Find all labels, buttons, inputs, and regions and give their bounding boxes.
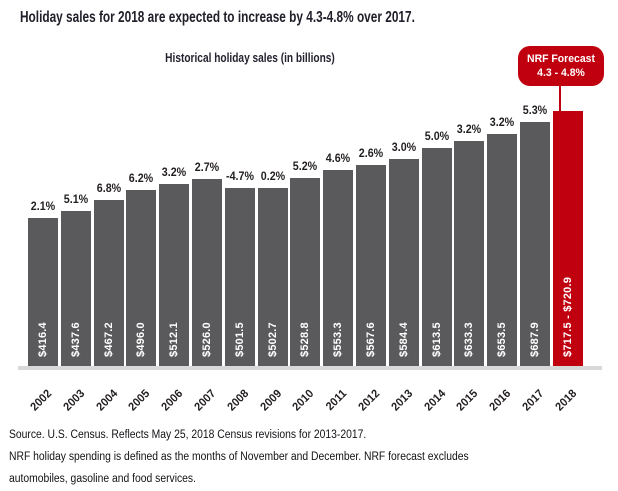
bar-2009: $502.7 [258, 188, 288, 366]
bar-value-label: $437.6 [70, 322, 82, 357]
pct-change-label: 5.0% [424, 131, 450, 143]
year-label-2007: 2007 [192, 387, 219, 414]
pct-change-label: 2.1% [30, 201, 56, 213]
pct-change-label: 3.2% [161, 167, 187, 179]
nrf-forecast-badge-line1: NRF Forecast [527, 53, 595, 65]
bar-2016: $653.5 [487, 134, 517, 366]
footnote-line-1: NRF holiday spending is defined as the m… [9, 451, 469, 463]
bar-2014: $613.5 [422, 148, 452, 366]
x-axis-baseline [18, 366, 602, 370]
pct-change-label: 3.2% [456, 124, 482, 136]
pct-change-label: 5.3% [522, 105, 548, 117]
bar-2011: $553.3 [323, 170, 353, 366]
bar-value-label: $526.0 [201, 322, 213, 357]
bar-value-label: $567.6 [365, 322, 377, 357]
bar-value-label: $584.4 [398, 322, 410, 357]
year-label-2005: 2005 [126, 387, 153, 414]
year-label-2010: 2010 [290, 387, 317, 414]
bar-value-label: $502.7 [267, 322, 279, 357]
bar-2003: $437.6 [61, 211, 91, 366]
bar-value-label: $613.5 [431, 322, 443, 357]
bar-2012: $567.6 [356, 165, 386, 366]
bar-value-label: $501.5 [234, 322, 246, 357]
source-note: Source. U.S. Census. Reflects May 25, 20… [9, 429, 367, 441]
year-label-2013: 2013 [389, 387, 416, 414]
pct-change-label: 3.0% [391, 142, 417, 154]
bar-value-label: $512.1 [168, 322, 180, 357]
pct-change-label: 2.6% [358, 148, 384, 160]
year-label-2012: 2012 [356, 387, 383, 414]
pct-change-label: 5.2% [292, 161, 318, 173]
bar-2005: $496.0 [126, 190, 156, 366]
bar-2007: $526.0 [192, 179, 222, 366]
bar-value-label: $416.4 [37, 322, 49, 357]
pct-change-label: 0.2% [260, 171, 286, 183]
bar-value-label: $717.5 - $720.9 [562, 276, 574, 357]
year-label-2018: 2018 [553, 387, 580, 414]
footnote-line-2: automobiles, gasoline and food services. [9, 473, 196, 485]
bar-2013: $584.4 [389, 159, 419, 366]
pct-change-label: 4.6% [325, 153, 351, 165]
bar-2004: $467.2 [94, 200, 124, 366]
year-label-2017: 2017 [520, 387, 547, 414]
nrf-forecast-badge-line2: 4.3 - 4.8% [537, 67, 585, 79]
bar-value-label: $687.9 [529, 322, 541, 357]
pct-change-label: 3.2% [489, 117, 515, 129]
pct-change-label: 2.7% [194, 162, 220, 174]
bar-value-label: $553.3 [332, 322, 344, 357]
bar-value-label: $528.8 [299, 322, 311, 357]
year-label-2002: 2002 [28, 387, 55, 414]
bar-value-label: $653.5 [496, 322, 508, 357]
bar-2002: $416.4 [28, 218, 58, 366]
pct-change-label: 6.2% [128, 173, 154, 185]
bar-2017: $687.9 [520, 122, 550, 366]
bar-value-label: $496.0 [135, 322, 147, 357]
page-title: Holiday sales for 2018 are expected to i… [20, 9, 415, 26]
bar-value-label: $467.2 [103, 322, 115, 357]
bar-2018: $717.5 - $720.9 [553, 111, 583, 366]
chart-title: Historical holiday sales (in billions) [165, 50, 335, 65]
bar-2015: $633.3 [454, 141, 484, 366]
nrf-forecast-badge: NRF Forecast 4.3 - 4.8% [518, 46, 604, 86]
bar-2006: $512.1 [159, 184, 189, 366]
forecast-connector-line [559, 85, 561, 114]
year-label-2006: 2006 [159, 387, 186, 414]
year-label-2011: 2011 [323, 387, 350, 414]
bar-2010: $528.8 [290, 178, 320, 366]
pct-change-label: 5.1% [63, 194, 89, 206]
year-label-2003: 2003 [61, 387, 88, 414]
bar-2008: $501.5 [225, 188, 255, 366]
year-label-2015: 2015 [454, 387, 481, 414]
year-label-2014: 2014 [422, 387, 449, 414]
year-label-2008: 2008 [225, 387, 252, 414]
pct-change-label: -4.7% [226, 171, 254, 183]
year-label-2009: 2009 [258, 387, 285, 414]
year-label-2004: 2004 [94, 387, 121, 414]
bar-value-label: $633.3 [463, 322, 475, 357]
year-label-2016: 2016 [487, 387, 514, 414]
pct-change-label: 6.8% [96, 183, 122, 195]
